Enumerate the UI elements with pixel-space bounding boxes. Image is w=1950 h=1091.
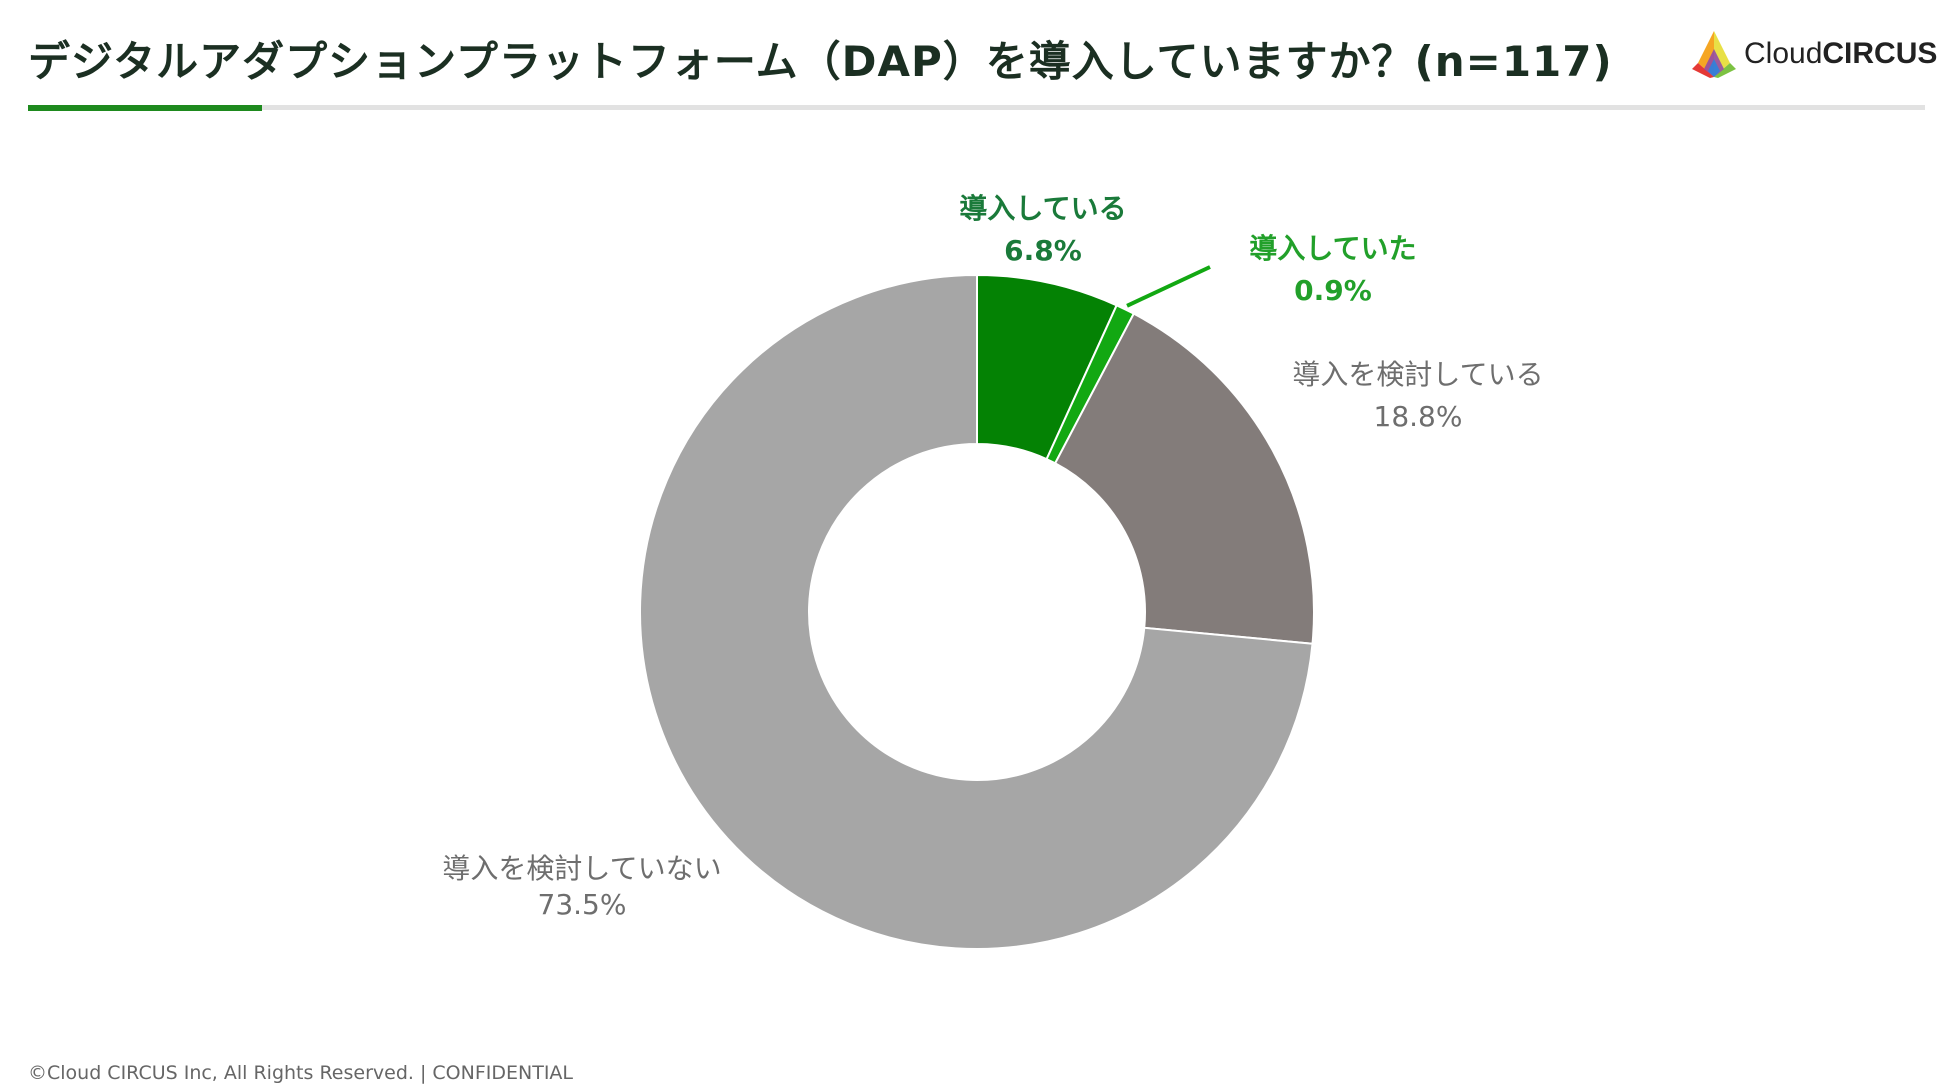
slice-introduced-value-label: 6.8% (1004, 234, 1082, 267)
cloud-circus-logo: CloudCIRCUS (1690, 28, 1937, 80)
logo-text-cloud: Cloud (1744, 37, 1823, 70)
page-title: デジタルアダプションプラットフォーム（DAP）を導入していますか？(n=117) (28, 37, 1613, 86)
footer-copyright: ©Cloud CIRCUS Inc, All Rights Reserved. … (28, 1062, 574, 1084)
slice-not-considering-label: 導入を検討していない (442, 852, 721, 885)
header-accent-bar (28, 105, 262, 111)
slice-previously-introduced-value-label: 0.9% (1294, 274, 1372, 307)
slice-introduced-label: 導入している (959, 192, 1126, 225)
slice-considering-label: 導入を検討している (1292, 358, 1543, 391)
slice-not-considering-value-label: 73.5% (538, 888, 627, 921)
header-divider (28, 105, 1925, 110)
slice-considering (1053, 312, 1315, 645)
logo-wordmark: CloudCIRCUS (1744, 37, 1937, 71)
slice-previously-introduced-leader-line (1126, 265, 1211, 308)
prism-logo-icon (1692, 31, 1736, 78)
slice-previously-introduced-label: 導入していた (1249, 232, 1416, 265)
logo-text-circus: CIRCUS (1822, 37, 1938, 70)
slice-considering-value-label: 18.8% (1374, 400, 1463, 433)
slice-not-considering (639, 273, 1314, 950)
